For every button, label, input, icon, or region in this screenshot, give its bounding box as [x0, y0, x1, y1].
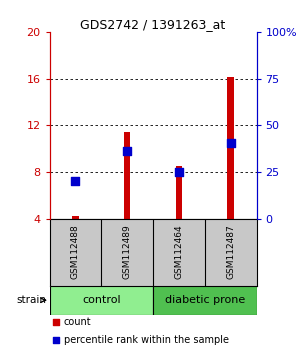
Bar: [72, 216, 79, 218]
Text: diabetic prone: diabetic prone: [165, 295, 245, 305]
Text: control: control: [82, 295, 121, 305]
Point: [53, 319, 58, 325]
Text: GSM112464: GSM112464: [174, 225, 183, 279]
Text: strain: strain: [17, 295, 47, 305]
Bar: [153, 286, 256, 315]
Text: GSM112489: GSM112489: [123, 225, 132, 280]
Text: percentile rank within the sample: percentile rank within the sample: [64, 335, 229, 345]
Text: count: count: [64, 317, 92, 327]
Point: [53, 337, 58, 343]
Text: GSM112488: GSM112488: [71, 225, 80, 280]
Bar: [50, 286, 153, 315]
Bar: [176, 166, 182, 218]
Bar: [227, 78, 234, 218]
Bar: [124, 132, 130, 218]
Point: [228, 140, 233, 145]
Point: [176, 169, 181, 175]
Text: GSM112487: GSM112487: [226, 225, 235, 280]
Point: [125, 148, 130, 154]
Title: GDS2742 / 1391263_at: GDS2742 / 1391263_at: [80, 18, 226, 31]
Point: [73, 178, 78, 184]
